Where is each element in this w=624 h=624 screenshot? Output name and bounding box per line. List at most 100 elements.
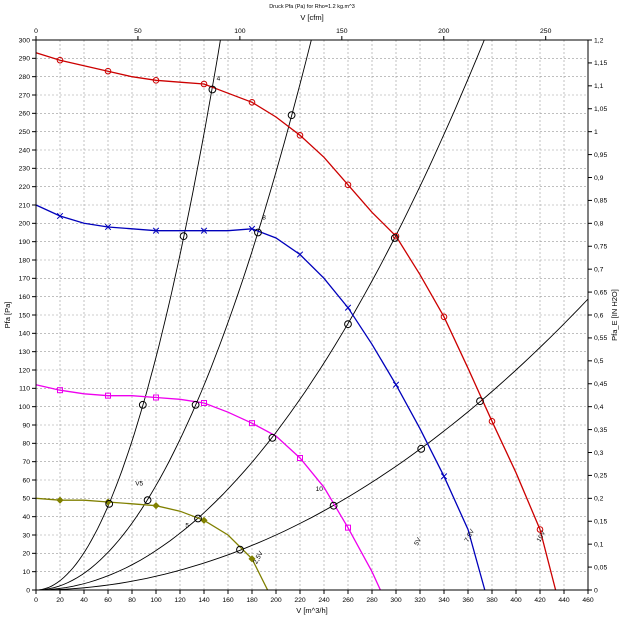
marker-x: [56, 212, 64, 220]
marker-square: [345, 524, 351, 531]
marker-circle: [392, 232, 400, 240]
x-axis-top-title: V [cfm]: [300, 13, 323, 22]
operating-point: [344, 320, 352, 329]
y-right-tick-label: 0,8: [594, 221, 604, 228]
y-right-tick-label: 1,15: [594, 60, 607, 67]
x-tick-label: 260: [342, 597, 354, 604]
y-tick-label: 110: [19, 386, 30, 393]
y-right-tick-label: 0,75: [594, 244, 607, 251]
marker-x: [296, 251, 304, 258]
x-tick-label: 120: [174, 597, 186, 604]
operating-point: [208, 85, 217, 94]
operating-point: [194, 514, 202, 523]
marker-square: [105, 392, 111, 399]
y-tick-label: 90: [22, 422, 30, 429]
operating-point: [191, 400, 200, 409]
marker-x: [152, 227, 160, 234]
y-axis-right-title: Pfa_E [IN H2O]: [610, 289, 619, 341]
x-tick-label: 280: [366, 597, 378, 604]
y-right-tick-label: 0,25: [594, 473, 607, 480]
marker-diamond: [200, 516, 208, 524]
y-tick-label: 210: [19, 202, 31, 209]
x-tick-label: 60: [104, 597, 112, 604]
x-tick-label: 340: [438, 597, 450, 604]
marker-square: [297, 455, 303, 461]
marker-x: [104, 223, 112, 231]
x-axis-top: 0 50 100 150 200 250 V [cfm]: [34, 13, 552, 40]
y-tick-label: 60: [22, 477, 30, 484]
y-tick-label: 70: [22, 459, 30, 466]
system-curve-3: [35, 39, 485, 591]
y-axis-left: 0 10 20 30 40 50 60 70 80 90 100 110 120 130 140 150 160…: [3, 37, 36, 594]
y-tick-label: 100: [19, 404, 31, 411]
y-tick-label: 300: [19, 37, 31, 44]
x-tick-label: 100: [150, 597, 162, 604]
x-tick-label: 200: [270, 597, 282, 604]
marker-circle: [296, 132, 304, 139]
marker-circle: [200, 80, 208, 88]
y-right-tick-label: 0,85: [594, 198, 607, 205]
operating-point: [287, 111, 296, 120]
x-tick-label: 140: [198, 597, 210, 604]
y-right-tick-label: 0,6: [594, 312, 604, 319]
x-tick-label: 240: [318, 597, 330, 604]
operating-point: [143, 496, 152, 505]
x-axis-bottom: 0 20 40 60 80 100 120 140 160 180 200 220 240 260 280 3…: [34, 590, 594, 615]
x-tick-label: 300: [390, 597, 402, 604]
annotation-label: 8: [262, 215, 266, 222]
x-top-tick-label: 250: [540, 28, 552, 35]
y-tick-label: 130: [19, 349, 31, 356]
x-tick-label: 400: [510, 597, 522, 604]
annotations: 4 8 V5 5 10: [135, 75, 323, 529]
x-tick-label: 460: [582, 597, 594, 604]
marker-diamond: [152, 502, 160, 510]
y-right-tick-label: 0,2: [594, 496, 604, 503]
y-tick-label: 230: [19, 166, 31, 173]
y-tick-label: 120: [19, 367, 31, 374]
x-top-tick-label: 200: [438, 28, 450, 35]
y-right-tick-label: 0,4: [594, 404, 604, 411]
y-right-tick-label: 0,9: [594, 175, 604, 182]
fan-curve-10v: 10V: [35, 52, 557, 591]
x-axis-bottom-title: V [m^3/h]: [296, 606, 327, 615]
grid: [36, 40, 588, 590]
marker-x: [440, 473, 448, 480]
y-right-tick-label: 0,95: [594, 152, 607, 159]
curve-end-label: 5V: [413, 536, 423, 547]
y-right-tick-label: 1: [594, 129, 598, 136]
operating-point: [236, 545, 244, 554]
x-tick-label: 360: [462, 597, 474, 604]
y-tick-label: 20: [22, 551, 30, 558]
x-tick-label: 0: [34, 597, 38, 604]
x-tick-label: 80: [128, 597, 136, 604]
y-tick-label: 280: [19, 74, 31, 81]
y-tick-label: 140: [19, 331, 31, 338]
operating-point: [179, 232, 188, 241]
annotation-label: 10: [316, 486, 324, 493]
x-tick-label: 20: [56, 597, 64, 604]
y-tick-label: 250: [19, 129, 31, 136]
marker-circle: [104, 67, 112, 75]
y-right-tick-label: 0,15: [594, 519, 607, 526]
y-right-tick-label: 0,55: [594, 335, 607, 342]
y-right-tick-label: 0,65: [594, 289, 607, 296]
marker-x: [248, 225, 256, 232]
marker-x: [200, 227, 208, 234]
annotation-label: 4: [217, 75, 221, 82]
y-tick-label: 200: [19, 221, 31, 228]
marker-circle: [344, 181, 352, 189]
chart-title: Druck Pfa (Pa) for Rho=1.2 kg.m^3: [269, 4, 355, 10]
marker-diamond: [56, 496, 64, 504]
y-tick-label: 30: [22, 532, 30, 539]
y-right-tick-label: 0,35: [594, 427, 607, 434]
marker-square: [201, 400, 207, 406]
y-tick-label: 260: [19, 111, 31, 118]
y-tick-label: 290: [19, 56, 31, 63]
marker-circle: [56, 56, 64, 64]
y-tick-label: 160: [19, 294, 31, 301]
y-tick-label: 220: [19, 184, 31, 191]
x-tick-label: 420: [534, 597, 546, 604]
